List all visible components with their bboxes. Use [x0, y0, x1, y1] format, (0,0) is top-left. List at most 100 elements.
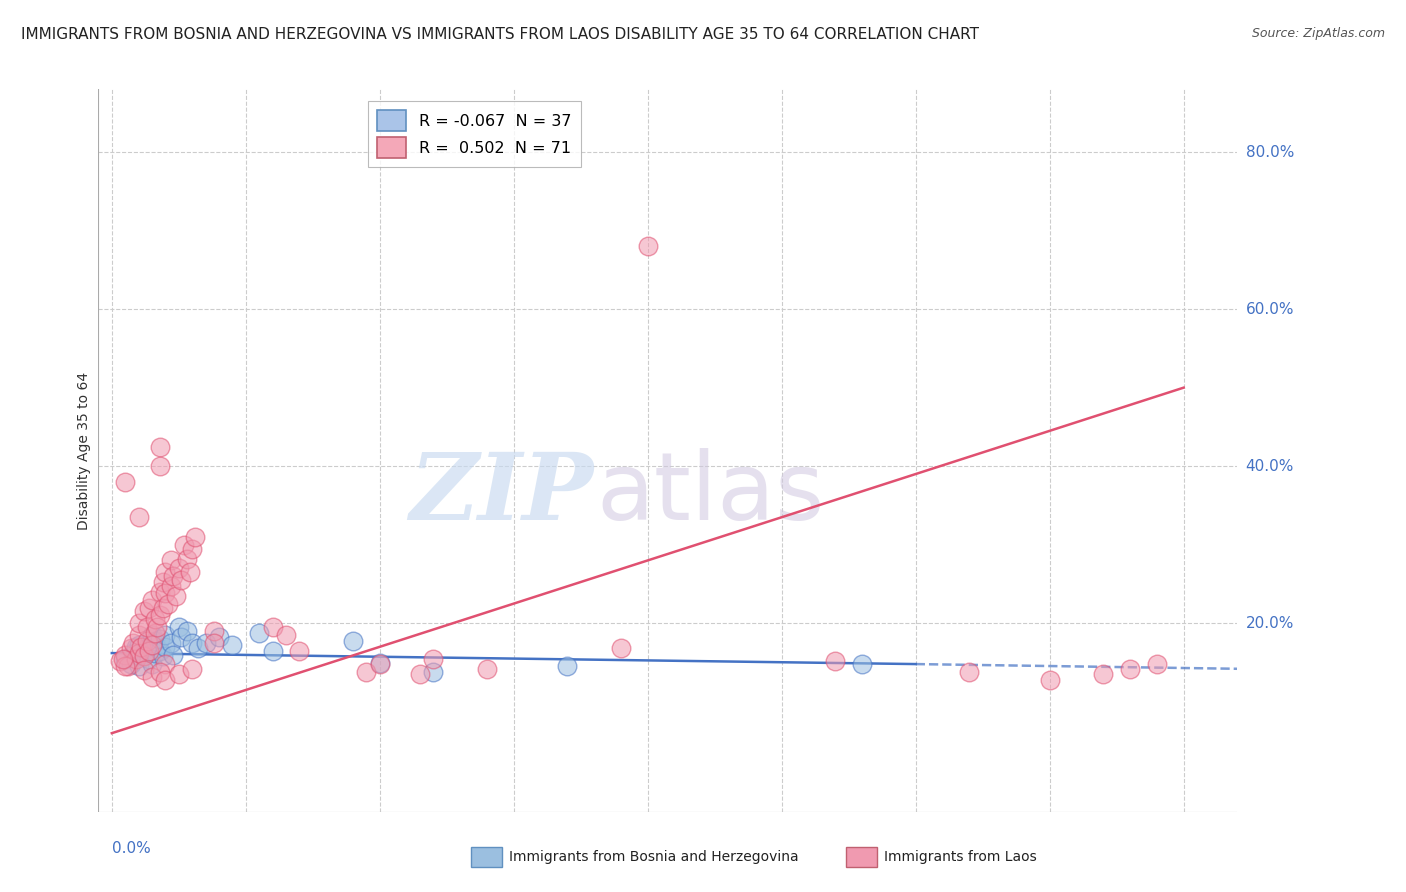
Point [173, 538, 195, 552]
Point [155, 640, 177, 654]
Text: IMMIGRANTS FROM BOSNIA AND HERZEGOVINA VS IMMIGRANTS FROM LAOS DISABILITY AGE 35: IMMIGRANTS FROM BOSNIA AND HERZEGOVINA V… [21, 27, 979, 42]
Point [221, 638, 243, 652]
Point [152, 600, 174, 615]
Point [409, 667, 432, 681]
Point [610, 641, 633, 656]
Point [128, 510, 150, 524]
Point [152, 575, 174, 590]
Point [141, 638, 163, 652]
Point [138, 644, 160, 658]
Point [957, 665, 980, 679]
Point [170, 631, 193, 645]
Point [288, 644, 311, 658]
Point [141, 657, 163, 671]
Point [128, 649, 150, 664]
Point [179, 565, 201, 579]
Point [120, 657, 142, 671]
Point [637, 239, 659, 253]
Point [138, 600, 160, 615]
Text: 20.0%: 20.0% [1246, 615, 1294, 631]
Point [208, 631, 231, 645]
Point [128, 659, 150, 673]
Point [1146, 657, 1168, 671]
Point [162, 648, 184, 662]
Point [129, 640, 152, 654]
Point [368, 657, 391, 671]
Point [120, 641, 142, 656]
Point [342, 633, 364, 648]
Point [194, 636, 217, 650]
Text: Source: ZipAtlas.com: Source: ZipAtlas.com [1251, 27, 1385, 40]
Point [117, 659, 139, 673]
Point [114, 651, 136, 665]
Point [274, 628, 297, 642]
Point [143, 612, 166, 626]
Point [165, 589, 187, 603]
Point [202, 624, 225, 639]
Point [176, 624, 198, 639]
Point [1039, 673, 1062, 687]
Point [159, 636, 181, 650]
Point [114, 475, 136, 489]
Point [125, 640, 148, 654]
Point [157, 597, 180, 611]
Point [181, 541, 204, 556]
Point [149, 584, 172, 599]
Point [132, 604, 155, 618]
Text: atlas: atlas [596, 448, 824, 540]
Legend: R = -0.067  N = 37, R =  0.502  N = 71: R = -0.067 N = 37, R = 0.502 N = 71 [367, 101, 581, 168]
Point [170, 573, 193, 587]
Point [132, 664, 155, 678]
Point [149, 644, 172, 658]
Point [149, 632, 172, 646]
Text: Immigrants from Bosnia and Herzegovina: Immigrants from Bosnia and Herzegovina [509, 850, 799, 864]
Point [152, 649, 174, 664]
Point [128, 616, 150, 631]
Y-axis label: Disability Age 35 to 64: Disability Age 35 to 64 [77, 371, 91, 530]
Point [143, 625, 166, 640]
Point [181, 662, 204, 676]
Text: 0.0%: 0.0% [112, 840, 150, 855]
Point [176, 551, 198, 566]
Point [111, 651, 134, 665]
Point [135, 620, 157, 634]
Point [135, 641, 157, 656]
Point [128, 638, 150, 652]
Point [1092, 667, 1115, 681]
Point [128, 646, 150, 660]
Point [167, 561, 190, 575]
Point [262, 644, 284, 658]
Point [141, 670, 163, 684]
Text: ZIP: ZIP [409, 449, 593, 539]
Point [422, 665, 444, 679]
Point [141, 592, 163, 607]
Point [155, 628, 177, 642]
Text: 40.0%: 40.0% [1246, 458, 1294, 474]
Point [141, 636, 163, 650]
Text: 80.0%: 80.0% [1246, 145, 1294, 160]
Point [125, 651, 148, 665]
Point [149, 665, 172, 679]
Point [155, 565, 177, 579]
Point [162, 569, 184, 583]
Point [135, 633, 157, 648]
Point [122, 646, 145, 660]
Point [1119, 662, 1142, 676]
Point [146, 620, 169, 634]
Point [356, 665, 378, 679]
Point [557, 659, 579, 673]
Text: Immigrants from Laos: Immigrants from Laos [884, 850, 1038, 864]
Point [143, 633, 166, 648]
Point [141, 628, 163, 642]
Point [167, 620, 190, 634]
Point [184, 530, 207, 544]
Point [143, 646, 166, 660]
Point [155, 657, 177, 671]
Point [167, 667, 190, 681]
Point [128, 628, 150, 642]
Point [422, 651, 444, 665]
Point [149, 440, 172, 454]
Point [149, 608, 172, 623]
Point [122, 636, 145, 650]
Point [114, 648, 136, 662]
